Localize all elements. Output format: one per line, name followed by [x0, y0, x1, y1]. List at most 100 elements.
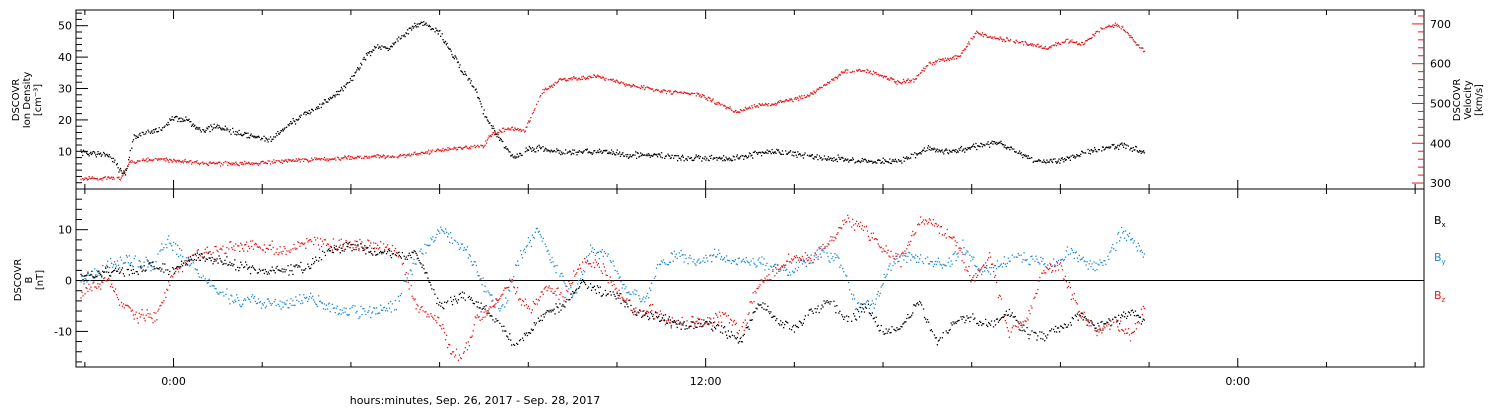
bx-point	[154, 268, 156, 270]
velocity-point	[957, 55, 959, 58]
bz-point	[972, 276, 974, 279]
density-point	[618, 153, 620, 155]
by-point	[345, 307, 347, 310]
density-point	[893, 160, 895, 162]
by-point	[352, 304, 354, 307]
bz-point	[715, 312, 717, 315]
density-point	[1058, 158, 1060, 160]
by-point	[502, 304, 504, 306]
density-point	[599, 151, 601, 153]
bx-point	[298, 265, 300, 267]
by-point	[439, 232, 441, 234]
density-point	[972, 145, 974, 147]
velocity-point	[992, 36, 994, 38]
density-point	[84, 151, 86, 153]
velocity-point	[412, 154, 414, 156]
by-point	[416, 258, 418, 260]
bz-point	[883, 250, 885, 252]
bz-point	[307, 241, 309, 243]
bz-point	[931, 224, 934, 226]
by-point	[155, 261, 157, 263]
density-point	[383, 46, 385, 48]
velocity-point	[231, 162, 233, 164]
density-point	[345, 83, 347, 85]
density-point	[1107, 147, 1109, 149]
velocity-point	[104, 176, 106, 178]
by-point	[1092, 268, 1094, 270]
density-point	[1025, 155, 1027, 158]
velocity-point	[248, 161, 250, 163]
by-point	[178, 256, 180, 258]
bx-point-series	[80, 240, 1145, 347]
density-point	[144, 133, 147, 135]
velocity-point	[533, 109, 535, 111]
density-point	[515, 156, 518, 158]
density-point	[815, 156, 817, 158]
velocity-point	[94, 178, 96, 180]
density-point	[751, 154, 753, 156]
bz-point	[122, 303, 125, 305]
bx-point	[244, 266, 246, 268]
density-point	[108, 154, 110, 156]
velocity-point	[344, 155, 346, 157]
velocity-point	[995, 37, 997, 40]
velocity-point	[616, 80, 618, 82]
bx-point	[483, 306, 485, 308]
velocity-point	[1072, 41, 1075, 43]
by-point	[192, 262, 195, 264]
velocity-point	[1026, 43, 1028, 45]
density-point	[504, 147, 506, 149]
by-point	[578, 279, 580, 282]
velocity-point	[534, 108, 536, 110]
velocity-point	[91, 176, 93, 178]
velocity-point	[577, 77, 580, 80]
bz-point	[614, 288, 616, 291]
velocity-point	[373, 155, 375, 157]
velocity-point	[153, 159, 155, 161]
bz-point	[971, 278, 973, 281]
velocity-point	[1043, 47, 1046, 49]
velocity-point	[706, 99, 709, 102]
density-point	[248, 137, 251, 139]
by-point	[1063, 258, 1066, 261]
velocity-point	[833, 79, 835, 81]
bz-point	[873, 238, 875, 240]
velocity-point	[1016, 40, 1018, 43]
by-point	[230, 294, 232, 296]
velocity-point	[1114, 22, 1117, 24]
by-point	[271, 302, 273, 305]
velocity-point	[383, 155, 385, 157]
density-point	[548, 150, 550, 152]
bz-point	[839, 226, 841, 229]
velocity-point	[800, 98, 802, 100]
axis-title: DSCOVR B [nT]	[13, 259, 46, 302]
bz-point	[824, 247, 826, 249]
bx-point	[497, 319, 499, 322]
by-point	[936, 261, 938, 263]
by-point	[704, 261, 706, 263]
bz-point	[458, 354, 461, 356]
velocity-point	[590, 77, 593, 79]
bx-point	[245, 261, 247, 263]
bx-point	[218, 255, 220, 257]
by-point	[1037, 261, 1039, 263]
velocity-point	[142, 158, 144, 160]
bx-point	[278, 269, 280, 271]
density-point	[283, 128, 285, 130]
bx-point	[348, 242, 350, 244]
by-point	[855, 307, 858, 310]
bz-point	[833, 240, 835, 242]
velocity-point	[108, 177, 110, 179]
velocity-point	[553, 84, 555, 86]
density-point	[775, 152, 777, 154]
density-point	[179, 120, 181, 123]
by-point	[941, 267, 943, 269]
by-point	[1042, 258, 1044, 260]
velocity-point	[1039, 46, 1041, 48]
right-y-tick-label: 700	[1430, 18, 1451, 31]
velocity-point	[964, 48, 966, 50]
bz-point	[144, 320, 146, 322]
density-point	[268, 138, 270, 140]
velocity-point	[506, 128, 509, 130]
velocity-point	[415, 153, 417, 155]
